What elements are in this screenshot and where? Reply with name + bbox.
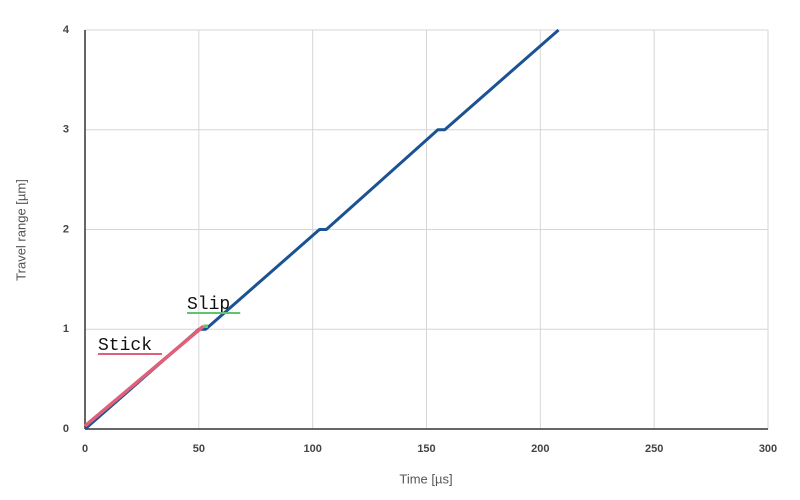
x-tick-label: 300 — [759, 443, 777, 455]
series-line — [83, 324, 205, 428]
y-tick-label: 0 — [63, 423, 69, 435]
x-tick-label: 150 — [417, 443, 435, 455]
x-tick-label: 250 — [645, 443, 663, 455]
y-tick-label: 1 — [63, 323, 69, 335]
annotation-label: Stick — [98, 336, 152, 356]
x-tick-label: 50 — [193, 443, 205, 455]
y-tick-label: 4 — [63, 24, 70, 36]
y-tick-label: 3 — [63, 124, 69, 136]
y-axis-label: Travel range [µm] — [13, 179, 28, 281]
x-axis-label: Time [µs] — [399, 471, 452, 486]
y-tick-label: 2 — [63, 223, 69, 235]
annotation-label: Slip — [187, 295, 230, 315]
x-tick-label: 200 — [531, 443, 549, 455]
x-tick-label: 100 — [303, 443, 321, 455]
x-tick-label: 0 — [82, 443, 88, 455]
